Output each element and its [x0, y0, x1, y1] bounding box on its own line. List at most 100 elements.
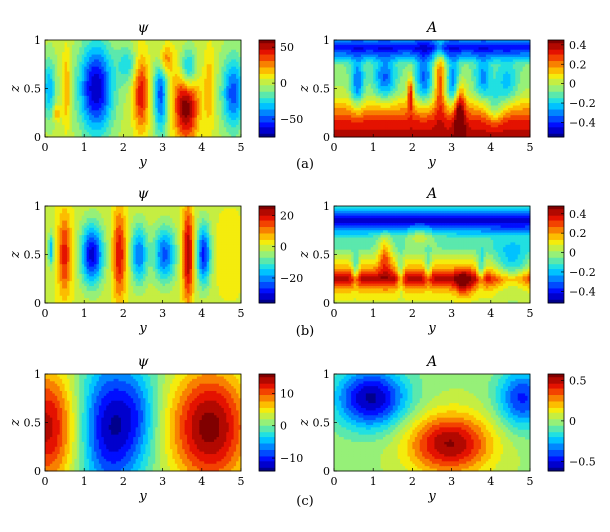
- heatmap-cell: [49, 105, 53, 109]
- heatmap-cell: [79, 52, 83, 56]
- heatmap-cell: [67, 47, 70, 51]
- heatmap-cell: [98, 54, 102, 58]
- heatmap-cell: [76, 132, 80, 136]
- heatmap-cell: [79, 117, 83, 121]
- heatmap-cell: [91, 40, 95, 43]
- heatmap-cell: [86, 64, 90, 68]
- heatmap-cell: [71, 86, 75, 89]
- heatmap-cell: [94, 98, 97, 102]
- heatmap-cell: [94, 117, 97, 121]
- heatmap-cell: [47, 83, 51, 87]
- heatmap-cell: [79, 93, 83, 97]
- heatmap-cell: [57, 66, 61, 70]
- heatmap-cell: [64, 42, 68, 46]
- heatmap-cell: [59, 107, 63, 111]
- heatmap-cell: [96, 73, 100, 77]
- heatmap-cell: [71, 81, 75, 85]
- heatmap-cell: [47, 81, 51, 85]
- heatmap-cell: [86, 40, 90, 43]
- heatmap-cell: [59, 112, 63, 116]
- heatmap-cell: [94, 47, 97, 51]
- heatmap-cell: [76, 42, 80, 46]
- heatmap-cell: [86, 107, 90, 111]
- heatmap-cell: [69, 105, 73, 109]
- heatmap-cell: [86, 56, 90, 60]
- heatmap-cell: [94, 73, 97, 77]
- heatmap-cell: [81, 71, 85, 75]
- heatmap-cell: [79, 73, 83, 77]
- heatmap-cell: [49, 134, 53, 138]
- heatmap-cell: [67, 127, 70, 131]
- heatmap-cell: [71, 124, 75, 128]
- heatmap-cell: [64, 124, 68, 128]
- heatmap-cell: [47, 56, 51, 60]
- heatmap-cell: [62, 105, 66, 109]
- heatmap-cell: [84, 129, 88, 133]
- heatmap-cell: [81, 100, 85, 104]
- heatmap-cell: [84, 81, 88, 85]
- heatmap-cell: [84, 95, 88, 99]
- heatmap-cell: [69, 86, 73, 89]
- heatmap-cell: [94, 44, 97, 48]
- heatmap-cell: [74, 49, 78, 53]
- heatmap-cell: [98, 66, 102, 70]
- heatmap-cell: [71, 49, 75, 53]
- heatmap-cell: [59, 76, 63, 80]
- heatmap-cell: [81, 132, 85, 136]
- heatmap-cell: [76, 100, 80, 104]
- heatmap-cell: [47, 120, 51, 123]
- heatmap-cell: [49, 115, 53, 119]
- heatmap-cell: [45, 120, 48, 123]
- heatmap-cell: [71, 110, 75, 114]
- heatmap-cell: [91, 42, 95, 46]
- heatmap-cell: [52, 93, 56, 97]
- heatmap-cell: [96, 52, 100, 56]
- heatmap-cell: [49, 112, 53, 116]
- heatmap-cell: [57, 98, 61, 102]
- heatmap-cell: [67, 105, 70, 109]
- heatmap-cell: [47, 117, 51, 121]
- heatmap-cell: [79, 134, 83, 138]
- heatmap-cell: [47, 59, 51, 63]
- heatmap-cell: [62, 115, 66, 119]
- x-tick-label: 4: [198, 141, 205, 154]
- heatmap-cell: [45, 54, 48, 58]
- heatmap-cell: [69, 59, 73, 63]
- heatmap-cell: [79, 59, 83, 63]
- heatmap-cell: [67, 93, 70, 97]
- heatmap-cell: [94, 120, 97, 123]
- heatmap-cell: [98, 42, 102, 46]
- heatmap-cell: [86, 59, 90, 63]
- heatmap-cell: [45, 73, 48, 77]
- heatmap-cell: [57, 73, 61, 77]
- heatmap-cell: [67, 76, 70, 80]
- heatmap-cell: [76, 54, 80, 58]
- heatmap-cell: [84, 83, 88, 87]
- heatmap-cell: [67, 61, 70, 65]
- heatmap-cell: [91, 134, 95, 138]
- heatmap-cell: [52, 112, 56, 116]
- heatmap-cell: [54, 64, 58, 68]
- heatmap-cell: [64, 88, 68, 92]
- heatmap-cell: [69, 49, 73, 53]
- heatmap-cell: [49, 49, 53, 53]
- heatmap-cell: [96, 122, 100, 126]
- heatmap-cell: [69, 81, 73, 85]
- heatmap-cell: [74, 86, 78, 89]
- heatmap-cell: [54, 49, 58, 53]
- heatmap-cell: [54, 71, 58, 75]
- heatmap-cell: [52, 76, 56, 80]
- heatmap-cell: [57, 71, 61, 75]
- heatmap-cell: [54, 61, 58, 65]
- x-axis-label: y: [138, 155, 147, 170]
- heatmap-cell: [64, 59, 68, 63]
- heatmap-cell: [69, 112, 73, 116]
- heatmap-cell: [76, 49, 80, 53]
- heatmap-cell: [81, 86, 85, 89]
- heatmap-cell: [62, 69, 66, 73]
- heatmap-cell: [71, 61, 75, 65]
- heatmap-cell: [49, 98, 53, 102]
- heatmap-cell: [45, 49, 48, 53]
- heatmap-cell: [98, 73, 102, 77]
- heatmap-cell: [94, 66, 97, 70]
